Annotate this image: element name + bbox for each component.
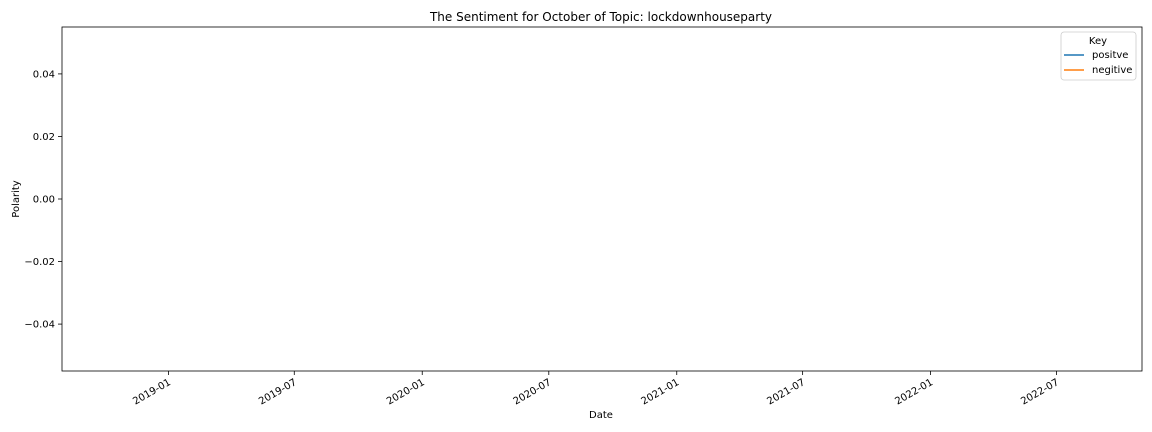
y-tick-label: 0.04: [33, 69, 55, 80]
legend-title: Key: [1089, 36, 1107, 47]
legend-box: [1060, 31, 1137, 81]
y-tick-label: −0.02: [24, 257, 55, 268]
x-axis-label: Date: [589, 410, 613, 421]
y-axis-ticks: 0.04 0.02 0.00 −0.02 −0.04: [24, 69, 62, 331]
y-axis-label: Polarity: [11, 180, 22, 218]
legend: Key positve negitive: [1060, 31, 1137, 81]
legend-label-positve: positve: [1092, 50, 1128, 61]
y-tick-label: 0.00: [33, 195, 55, 206]
y-tick-label: −0.04: [24, 320, 55, 331]
legend-label-negitive: negitive: [1092, 65, 1132, 76]
chart-title: The Sentiment for October of Topic: lock…: [429, 10, 772, 24]
y-tick-label: 0.02: [33, 132, 55, 143]
